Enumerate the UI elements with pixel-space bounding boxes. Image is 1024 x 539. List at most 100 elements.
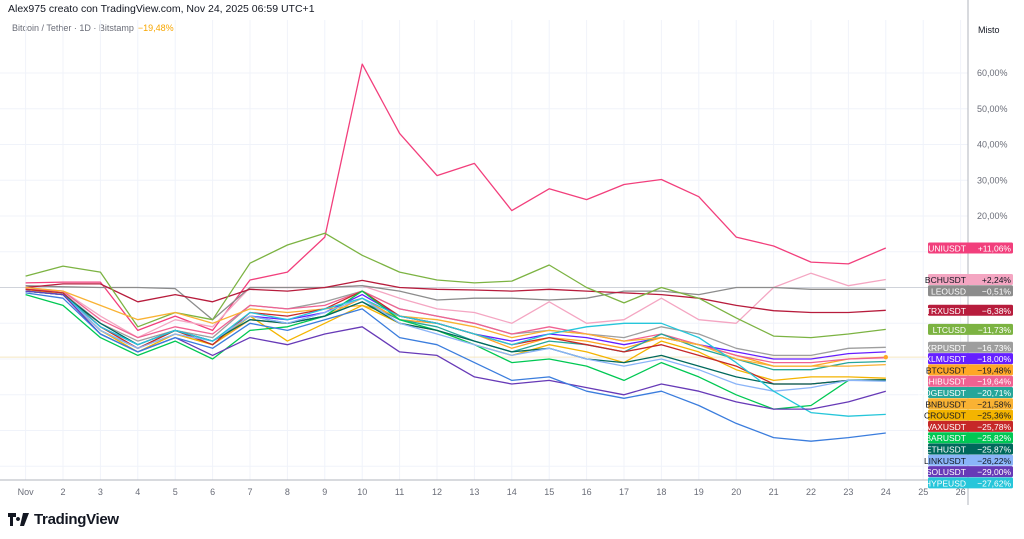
price-label-symbol: LTCUSD bbox=[933, 325, 966, 335]
x-tick-label: 8 bbox=[285, 487, 290, 497]
tradingview-logo-icon bbox=[8, 512, 29, 526]
price-label-trxusdt[interactable]: TRXUSDT −6,38% bbox=[926, 304, 1013, 316]
price-label-bg bbox=[928, 304, 1013, 316]
price-label-xlmusdt[interactable]: XLMUSDT −18,00% bbox=[925, 353, 1013, 365]
x-tick-label: 23 bbox=[843, 487, 853, 497]
x-tick-label: 10 bbox=[357, 487, 367, 497]
scale-mode-label[interactable]: Misto bbox=[978, 25, 1000, 35]
price-label-bg bbox=[928, 443, 1013, 455]
price-label-symbol: DOGEUSDT bbox=[918, 388, 966, 398]
price-label-bnbusdt[interactable]: BNBUSDT −21,58% bbox=[925, 398, 1013, 410]
price-label-symbol: XRPUSDT bbox=[925, 343, 966, 353]
price-label-symbol: AVAXUSDT bbox=[921, 422, 966, 432]
price-label-bg bbox=[928, 454, 1013, 466]
price-label-symbol: LEOUSD bbox=[931, 286, 966, 296]
series-line-linkusdt bbox=[25, 290, 886, 392]
price-label-avaxusdt[interactable]: AVAXUSDT −25,78% bbox=[921, 420, 1013, 432]
x-tick-label: 2 bbox=[60, 487, 65, 497]
price-label-value: +2,24% bbox=[982, 275, 1012, 285]
price-label-symbol: UNIUSDT bbox=[928, 243, 966, 253]
series-line-leousd bbox=[25, 285, 886, 321]
price-label-bg bbox=[928, 242, 1013, 254]
series-line-hypeusd bbox=[25, 290, 886, 417]
x-tick-label: 16 bbox=[582, 487, 592, 497]
x-tick-label: 13 bbox=[469, 487, 479, 497]
price-label-crousdt[interactable]: CROUSDT −25,36% bbox=[924, 409, 1013, 421]
price-label-btcusdt[interactable]: BTCUSDT −19,48% bbox=[926, 364, 1013, 376]
price-label-solusdt[interactable]: SOLUSDT −29,00% bbox=[926, 466, 1013, 478]
y-tick-label: 30,00% bbox=[977, 175, 1008, 185]
comparison-chart[interactable]: 60,00%50,00%40,00%30,00%20,00%Nov 2 3 4 5 6 7 8… bbox=[0, 0, 1024, 505]
x-tick-label: 26 bbox=[956, 487, 966, 497]
price-label-xrpusdt[interactable]: XRPUSDT −16,73% bbox=[925, 341, 1013, 353]
price-label-bg bbox=[928, 273, 1013, 285]
series-line-shibusdt bbox=[25, 288, 886, 364]
main-symbol-legend[interactable]: Bitcoin / Tether · 1D · Bitstamp −19,48% bbox=[12, 23, 174, 33]
price-label-value: −29,00% bbox=[977, 467, 1011, 477]
x-tick-label: 14 bbox=[507, 487, 517, 497]
x-tick-label: 25 bbox=[918, 487, 928, 497]
price-label-ethusdt[interactable]: ETHUSDT −25,87% bbox=[926, 443, 1013, 455]
series-line-uniusdt bbox=[25, 63, 887, 332]
x-tick-label: Nov bbox=[18, 487, 35, 497]
price-label-value: −11,73% bbox=[978, 325, 1012, 335]
y-tick-label: 40,00% bbox=[977, 140, 1008, 150]
x-tick-label: 20 bbox=[731, 487, 741, 497]
x-tick-label: 9 bbox=[322, 487, 327, 497]
series-line-bnbusdt bbox=[25, 286, 886, 367]
price-label-value: −0,51% bbox=[982, 286, 1012, 296]
price-label-symbol: SOLUSDT bbox=[926, 467, 966, 477]
price-label-uniusdt[interactable]: UNIUSDT +11,06% bbox=[928, 242, 1013, 254]
price-label-value: −16,73% bbox=[977, 343, 1011, 353]
price-label-bg bbox=[928, 323, 1013, 335]
price-label-value: −25,82% bbox=[977, 433, 1011, 443]
brand-name: TradingView bbox=[34, 511, 119, 528]
series-line-trxusdt bbox=[25, 279, 886, 314]
btc-last-point bbox=[883, 354, 888, 360]
price-label-bg bbox=[928, 409, 1013, 421]
price-label-bg bbox=[928, 432, 1013, 444]
x-tick-label: 5 bbox=[173, 487, 178, 497]
price-label-bchusdt[interactable]: BCHUSDT +2,24% bbox=[925, 273, 1013, 285]
price-label-symbol: HBARUSDT bbox=[919, 433, 966, 443]
price-label-dogeusdt[interactable]: DOGEUSDT −20,71% bbox=[918, 387, 1013, 399]
price-label-value: −27,62% bbox=[977, 478, 1011, 488]
x-tick-label: 4 bbox=[135, 487, 140, 497]
price-label-symbol: LINKUSDT bbox=[924, 456, 966, 466]
price-label-leousd[interactable]: LEOUSD −0,51% bbox=[928, 285, 1013, 297]
price-label-value: −19,64% bbox=[977, 377, 1011, 387]
price-label-hypeusd[interactable]: HYPEUSD −27,62% bbox=[925, 477, 1013, 489]
symbol-name: Bitcoin / Tether · 1D · Bitstamp bbox=[12, 23, 134, 33]
x-tick-label: 11 bbox=[395, 487, 404, 497]
price-label-value: −25,87% bbox=[977, 445, 1011, 455]
price-label-symbol: TRXUSDT bbox=[926, 306, 966, 316]
x-tick-label: 24 bbox=[881, 487, 891, 497]
x-tick-label: 6 bbox=[210, 487, 215, 497]
price-label-value: +11,06% bbox=[978, 243, 1012, 253]
price-label-shibusdt[interactable]: SHIBUSDT −19,64% bbox=[923, 375, 1013, 387]
price-label-ltcusd[interactable]: LTCUSD −11,73% bbox=[928, 323, 1013, 335]
price-label-bg bbox=[928, 387, 1013, 399]
x-tick-label: 22 bbox=[806, 487, 816, 497]
x-tick-label: 19 bbox=[694, 487, 704, 497]
price-label-linkusdt[interactable]: LINKUSDT −26,22% bbox=[924, 454, 1013, 466]
price-label-bg bbox=[928, 466, 1013, 478]
y-tick-label: 20,00% bbox=[977, 211, 1008, 221]
price-label-symbol: ETHUSDT bbox=[926, 445, 966, 455]
price-label-bg bbox=[928, 398, 1013, 410]
x-tick-label: 17 bbox=[619, 487, 629, 497]
price-label-symbol: SHIBUSDT bbox=[923, 377, 966, 387]
x-tick-label: 15 bbox=[544, 487, 554, 497]
price-label-value: −18,00% bbox=[977, 354, 1011, 364]
price-label-bg bbox=[928, 420, 1013, 432]
price-label-value: −26,22% bbox=[977, 456, 1011, 466]
price-label-hbarusdt[interactable]: HBARUSDT −25,82% bbox=[919, 432, 1013, 444]
price-label-symbol: BNBUSDT bbox=[925, 399, 966, 409]
price-label-value: −25,78% bbox=[977, 422, 1011, 432]
price-label-value: −21,58% bbox=[977, 399, 1011, 409]
y-tick-label: 50,00% bbox=[977, 104, 1008, 114]
price-label-value: −19,48% bbox=[977, 365, 1011, 375]
x-tick-label: 21 bbox=[769, 487, 779, 497]
tradingview-logo: TradingView bbox=[8, 511, 119, 528]
symbol-change: −19,48% bbox=[137, 23, 174, 33]
